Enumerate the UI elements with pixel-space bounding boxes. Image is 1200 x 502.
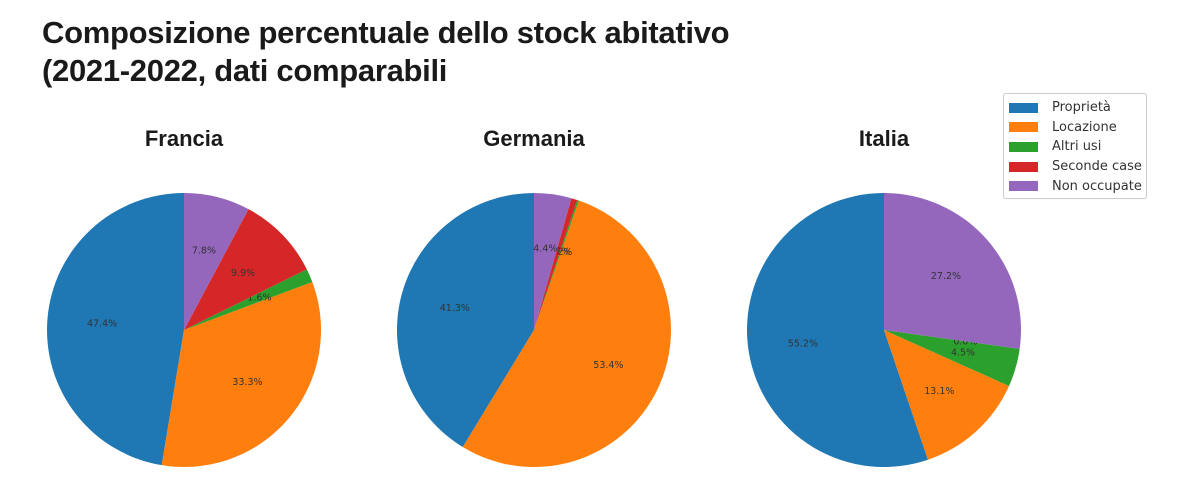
pie-slice-altri-usi xyxy=(534,199,579,330)
pie-slice-altri-usi xyxy=(184,269,313,330)
pie-pct-label: 41.3% xyxy=(440,303,470,314)
pie-pct-label: 13.1% xyxy=(924,386,954,397)
pie-slice-proprieta xyxy=(47,193,184,466)
legend-item-non-occupate: Non occupate xyxy=(1004,176,1146,196)
pie-slice-proprieta xyxy=(397,193,534,448)
pie-pct-label: 33.3% xyxy=(232,377,262,388)
pie-title-francia: Francia xyxy=(144,126,224,151)
pie-slice-proprieta xyxy=(747,193,928,467)
legend-label: Altri usi xyxy=(1052,139,1102,155)
pie-pct-label: 47.4% xyxy=(87,318,117,329)
legend-swatch-seconde-case xyxy=(1009,161,1038,172)
pie-chart-italia: 55.2% 13.1% 4.5%0.0% 27.2% xyxy=(747,193,1022,467)
pie-slice-seconde-case xyxy=(534,198,578,330)
chart-title-line-2: (2021-2022, dati comparabili xyxy=(42,53,448,88)
pie-slice-seconde-case xyxy=(184,209,307,330)
chart-title-line-1: Composizione percentuale dello stock abi… xyxy=(42,15,730,50)
chart-title: Composizione percentuale dello stock abi… xyxy=(42,14,730,90)
legend-item-altri-usi: Altri usi xyxy=(1004,137,1146,157)
pie-pct-label: 1.6% xyxy=(247,292,271,303)
pie-slice-non-occupate xyxy=(534,193,572,330)
legend-label: Proprietà xyxy=(1052,100,1111,116)
pie-pct-label: 0.7% xyxy=(546,246,570,257)
legend-swatch-non-occupate xyxy=(1009,181,1038,192)
pie-pct-label: 27.2% xyxy=(931,271,961,282)
pie-pct-label: 53.4% xyxy=(593,360,623,371)
pie-pct-label: 4.4% xyxy=(533,244,557,255)
pie-chart-germania: 41.3% 53.4% 0.2%0.7%4.4% xyxy=(397,193,671,468)
legend-label: Seconde case xyxy=(1052,159,1142,175)
pie-slice-locazione xyxy=(884,330,1010,460)
pie-pct-label: 0.2% xyxy=(548,247,572,258)
pie-title-italia: Italia xyxy=(858,126,910,151)
legend-item-locazione: Locazione xyxy=(1004,118,1146,138)
legend-swatch-proprieta xyxy=(1009,102,1038,113)
pie-slice-altri-usi xyxy=(884,330,1020,386)
legend-swatch-locazione xyxy=(1009,122,1038,133)
legend-swatch-altri-usi xyxy=(1009,141,1038,152)
pie-pct-label: 7.8% xyxy=(192,245,216,256)
pie-pct-label: 9.9% xyxy=(231,268,255,279)
legend-item-proprieta: Proprietà xyxy=(1004,98,1146,118)
pie-chart-francia: 47.4% 33.3% 1.6% 9.9% 7.8% xyxy=(47,193,321,467)
legend-label: Locazione xyxy=(1052,119,1117,135)
pie-pct-label: 55.2% xyxy=(788,338,818,349)
legend-item-seconde-case: Seconde case xyxy=(1004,157,1146,177)
pie-slice-non-occupate xyxy=(184,193,249,330)
pie-slice-locazione xyxy=(462,200,671,468)
pie-slice-non-occupate xyxy=(884,193,1022,349)
legend-label: Non occupate xyxy=(1052,178,1142,194)
pie-title-germania: Germania xyxy=(483,126,585,151)
legend: Proprietà Locazione Altri usi Seconde ca… xyxy=(1003,93,1147,199)
pie-pct-label: 0.0% xyxy=(953,336,977,347)
pie-pct-label: 4.5% xyxy=(951,348,975,359)
pie-slice-locazione xyxy=(161,281,321,467)
